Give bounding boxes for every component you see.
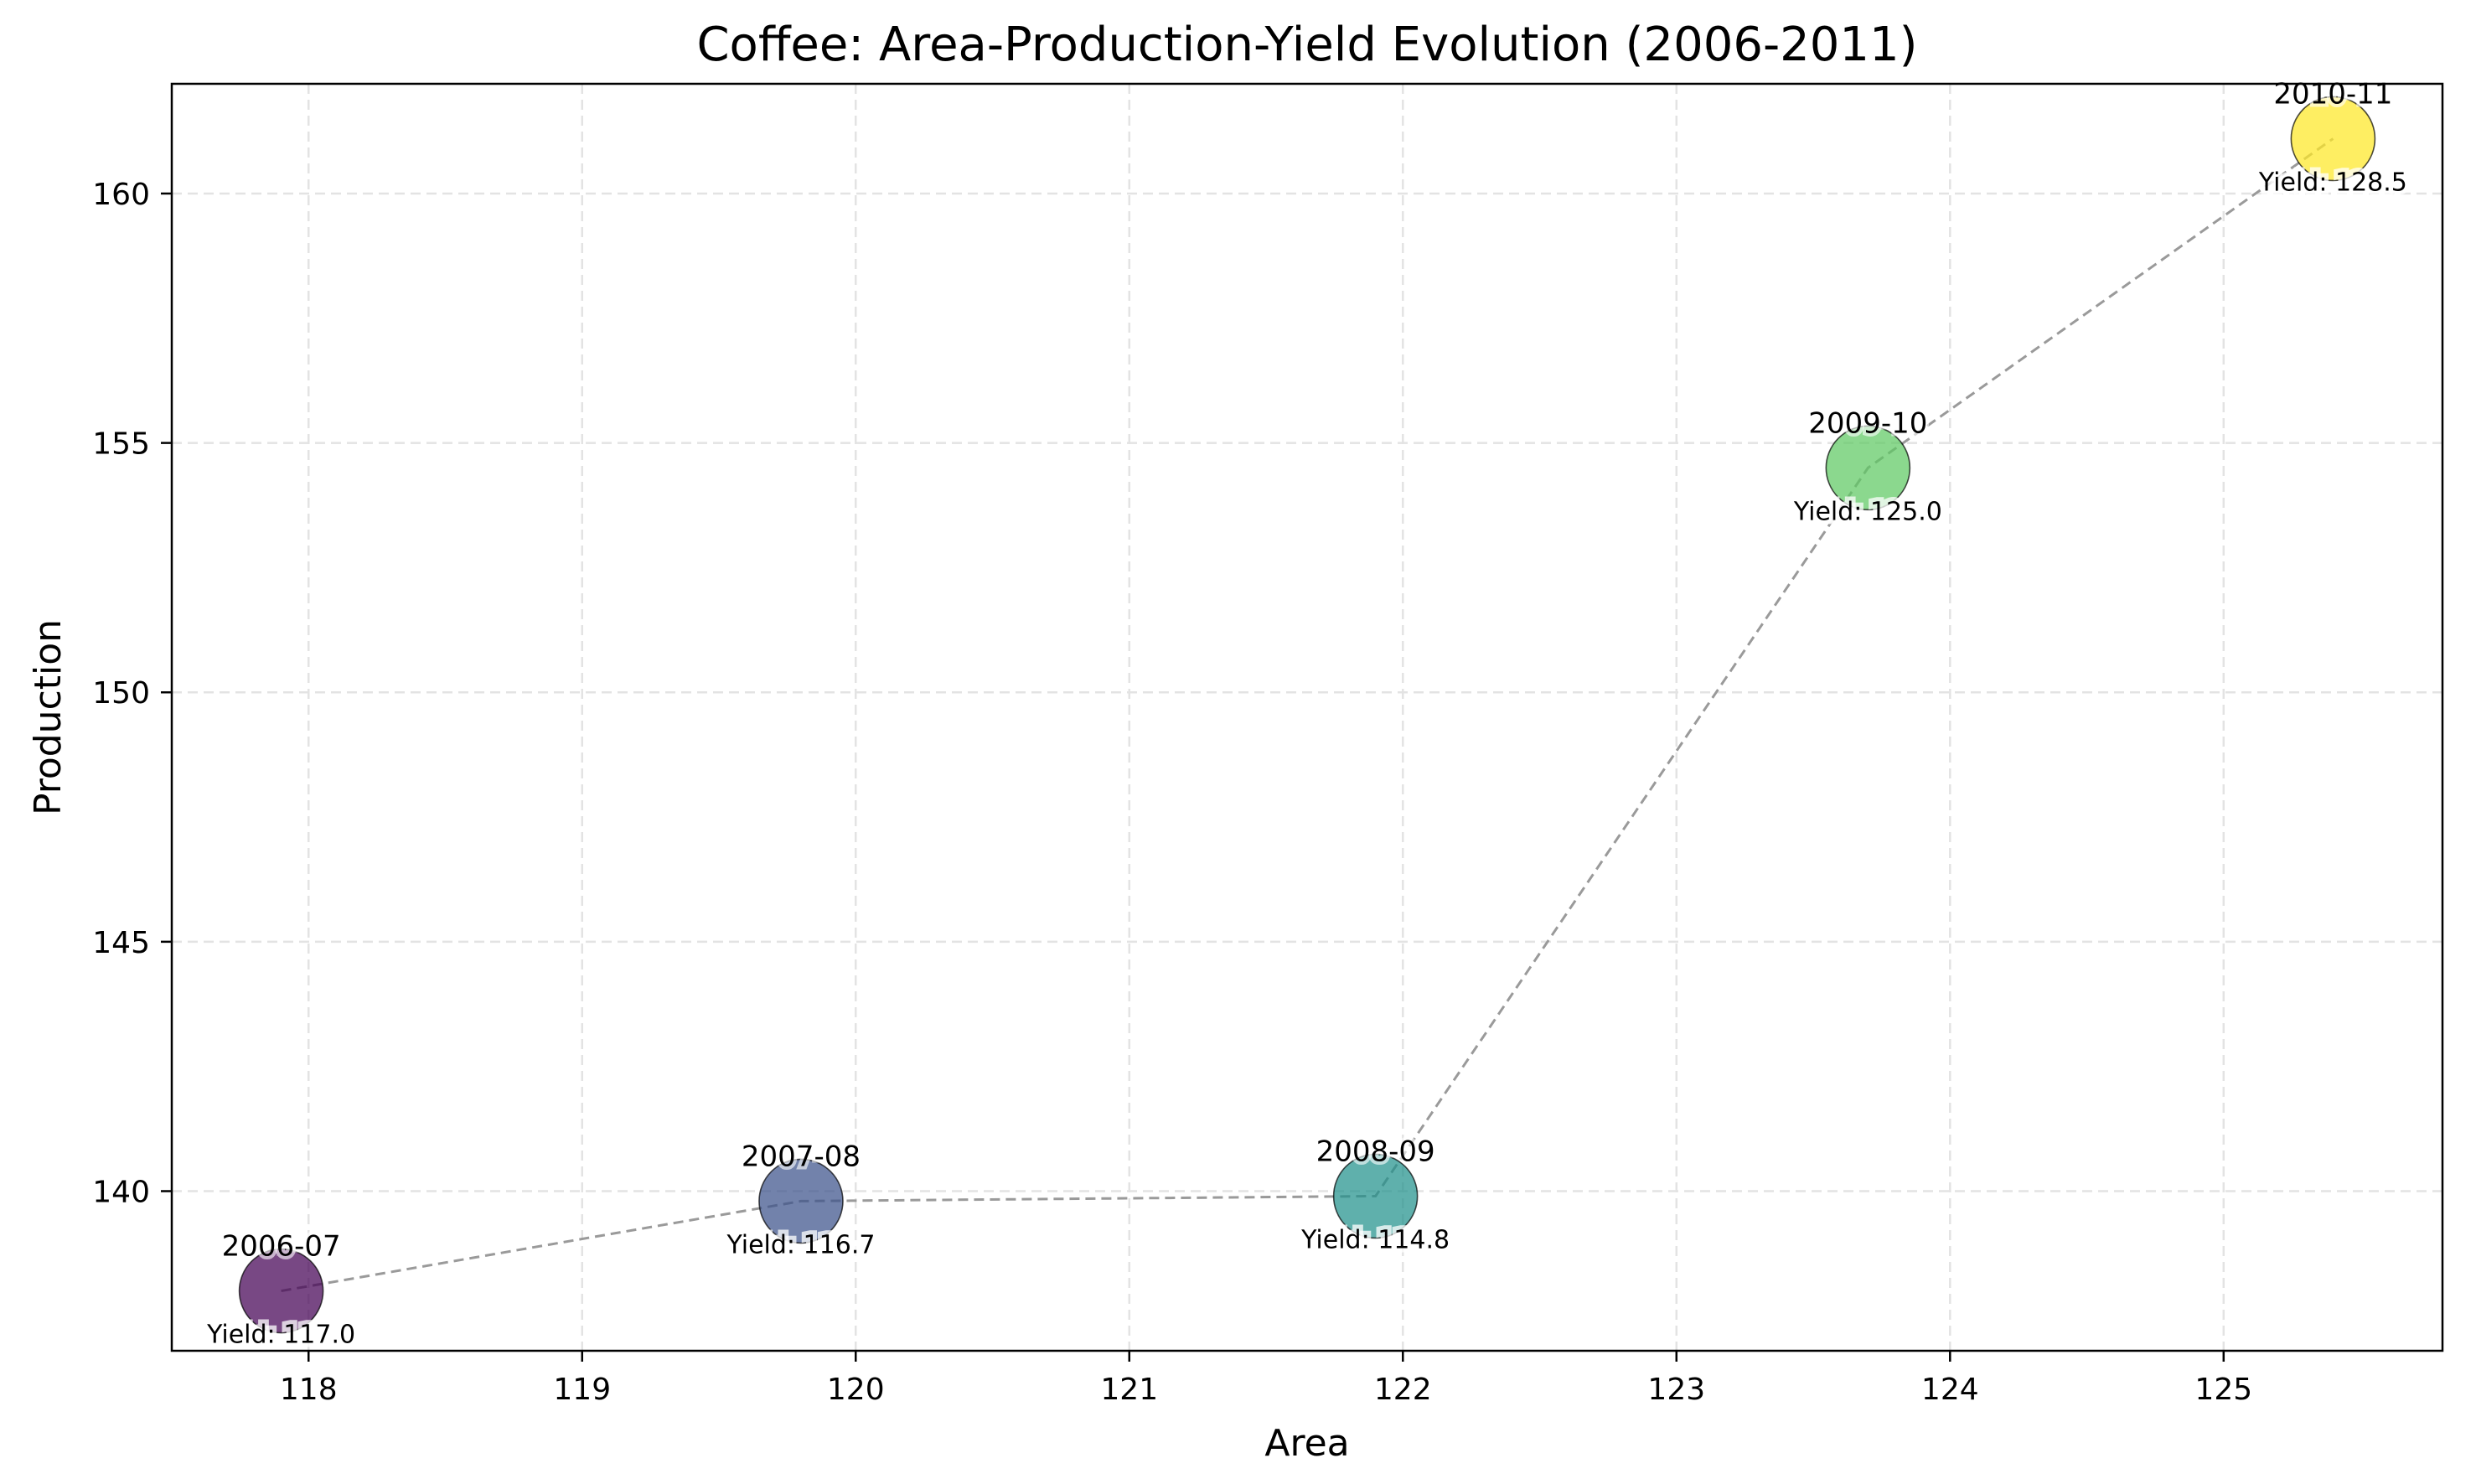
connector-path (281, 137, 2334, 1293)
x-tick-label: 125 (2194, 1373, 2252, 1407)
year-label: 2007-08 (742, 1140, 861, 1173)
y-tick-label: 155 (92, 427, 150, 462)
yield-label: Yield: 114.8 (1300, 1225, 1450, 1254)
year-label: 2006-07 (222, 1230, 341, 1264)
data-point (1825, 425, 1911, 511)
y-tick-label: 140 (92, 1176, 150, 1210)
x-tick-label: 122 (1374, 1373, 1432, 1407)
data-point (2290, 96, 2376, 182)
x-tick-label: 124 (1921, 1373, 1979, 1407)
y-tick-label: 145 (92, 926, 150, 960)
chart-title: Coffee: Area-Production-Yield Evolution … (696, 18, 1917, 72)
year-label: 2009-10 (1808, 406, 1927, 440)
yield-label: Yield: 117.0 (206, 1321, 355, 1350)
yield-label: Yield: 125.0 (1793, 497, 1942, 526)
x-tick-label: 118 (280, 1373, 338, 1407)
y-axis-label: Production (27, 619, 70, 815)
x-tick-label: 120 (827, 1373, 885, 1407)
year-label: 2010-11 (2273, 77, 2392, 111)
grid (172, 84, 2442, 1351)
y-tick-label: 160 (92, 178, 150, 212)
x-tick-label: 119 (553, 1373, 611, 1407)
data-point (1332, 1153, 1419, 1239)
axis-ticks: 118 119 120 121 122 123 124 125 140 145 150 155 160 (92, 178, 2252, 1407)
x-tick-label: 121 (1100, 1373, 1158, 1407)
plot-frame (170, 82, 2444, 1352)
connector-line (281, 137, 2334, 1293)
point-labels: Yield: 117.0 2006-07 Yield: 116.7 2007-08 Yi… (202, 74, 2411, 1353)
x-tick-label: 123 (1647, 1373, 1705, 1407)
data-point (758, 1158, 844, 1244)
yield-label: Yield: 116.7 (726, 1230, 875, 1259)
x-axis-label: Area (1264, 1422, 1349, 1465)
yield-label: Yield: 128.5 (2258, 168, 2407, 197)
year-label: 2008-09 (1316, 1135, 1435, 1168)
y-tick-label: 150 (92, 676, 150, 711)
points (238, 96, 2376, 1334)
data-point (238, 1248, 324, 1334)
